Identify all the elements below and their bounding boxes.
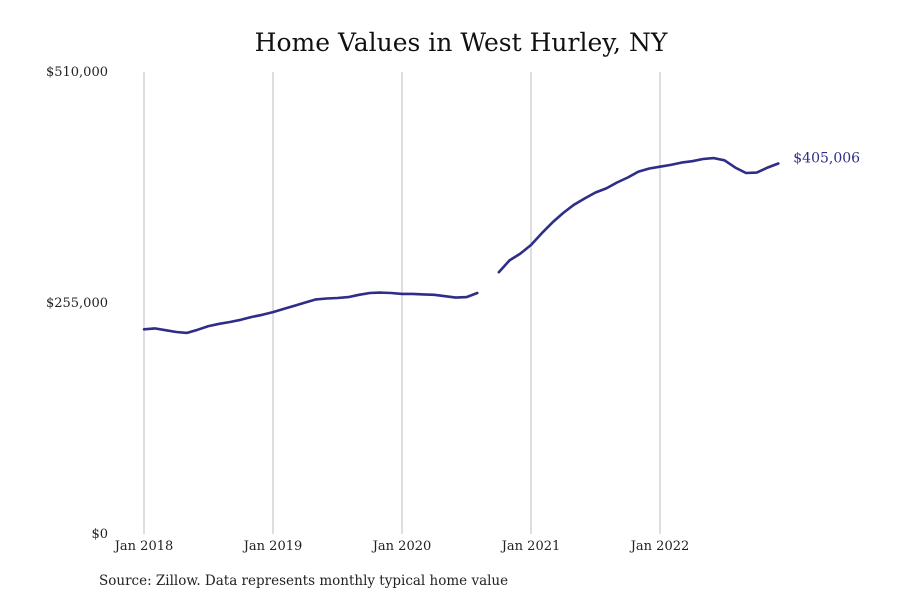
source-note: Source: Zillow. Data represents monthly …: [99, 573, 508, 589]
last-value-label: $405,006: [793, 150, 860, 166]
x-tick-label-1: Jan 2019: [242, 539, 303, 554]
x-tick-label-0: Jan 2018: [113, 539, 174, 554]
series-line-segment-1: [142, 291, 479, 335]
y-axis-tick-labels: $0 $255,000 $510,000: [46, 65, 108, 542]
y-tick-label-1: $255,000: [46, 296, 108, 311]
gridlines: [143, 72, 661, 534]
y-tick-label-2: $510,000: [46, 65, 108, 80]
x-tick-label-4: Jan 2022: [629, 539, 690, 554]
x-axis-tick-labels: Jan 2018 Jan 2019 Jan 2020 Jan 2021 Jan 2022: [113, 539, 690, 554]
series-home-values: [142, 156, 780, 335]
x-tick-label-2: Jan 2020: [371, 539, 432, 554]
series-line-segment-2: [497, 156, 780, 274]
chart-title: Home Values in West Hurley, NY: [255, 28, 668, 57]
x-tick-label-3: Jan 2021: [500, 539, 561, 554]
y-tick-label-0: $0: [91, 527, 108, 542]
